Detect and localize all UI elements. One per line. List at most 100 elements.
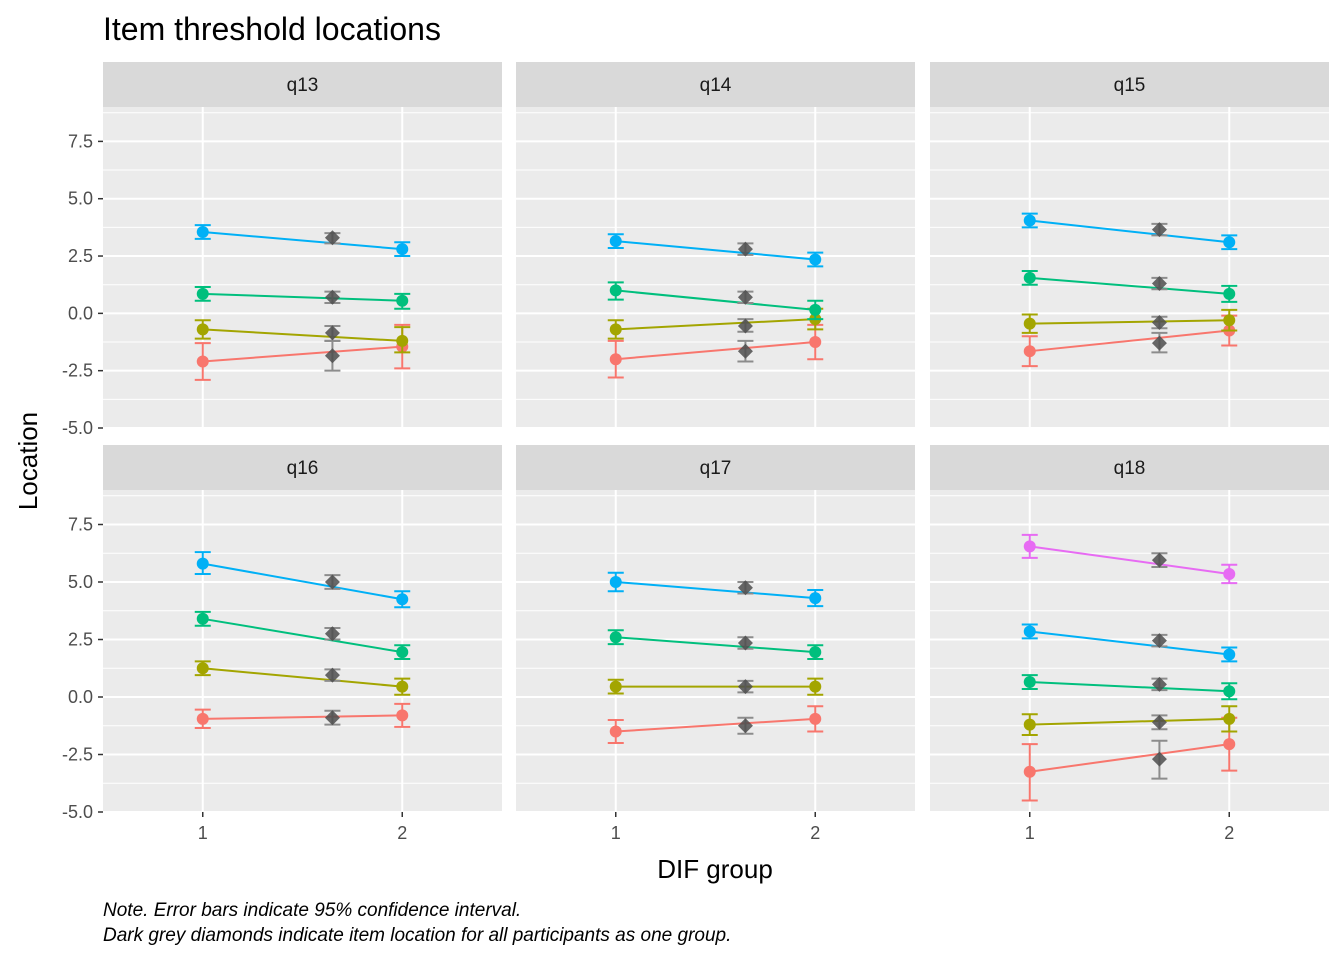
series-line bbox=[202, 292, 403, 302]
y-tick-label: 2.5 bbox=[68, 246, 93, 266]
panels-layer: q13 -5.0 -2.5 0.0 2.5 5.0 7.5 q14 q15 q16 -5.0 -2.5… bbox=[62, 62, 1329, 843]
facet-label: q15 bbox=[1114, 75, 1146, 96]
data-point bbox=[609, 323, 622, 336]
data-point bbox=[1023, 214, 1036, 227]
threshold-series-1 bbox=[607, 323, 824, 379]
overall-diamond bbox=[1151, 633, 1167, 649]
overall-diamond bbox=[324, 710, 340, 726]
series-line bbox=[1029, 630, 1230, 656]
series-line bbox=[202, 328, 403, 342]
threshold-series-5 bbox=[1021, 533, 1238, 585]
overall-diamond bbox=[324, 626, 340, 642]
facet-label: q17 bbox=[700, 458, 732, 479]
y-tick-label: 0.0 bbox=[68, 303, 93, 323]
threshold-series-3 bbox=[194, 610, 411, 661]
threshold-series-4 bbox=[194, 551, 411, 609]
x-tick-label: 1 bbox=[1025, 823, 1035, 843]
data-point bbox=[1023, 625, 1036, 638]
overall-diamond bbox=[324, 574, 340, 590]
data-point bbox=[196, 287, 209, 300]
threshold-series-3 bbox=[1021, 674, 1238, 701]
series-line bbox=[202, 562, 403, 601]
panel-q16: q16 -5.0 -2.5 0.0 2.5 5.0 7.5 1 2 bbox=[62, 445, 502, 843]
panel-q15: q15 bbox=[930, 62, 1329, 429]
series-line bbox=[1029, 743, 1230, 773]
series-line bbox=[1029, 329, 1230, 353]
series-line bbox=[1029, 276, 1230, 295]
threshold-series-3 bbox=[607, 629, 824, 661]
data-point bbox=[609, 725, 622, 738]
panel-q17: q17 1 2 bbox=[516, 445, 915, 843]
panel-q18: q18 1 2 bbox=[930, 445, 1329, 843]
data-point bbox=[396, 593, 409, 606]
y-tick-label: -5.0 bbox=[62, 802, 93, 822]
caption-line-1: Note. Error bars indicate 95% confidence… bbox=[103, 900, 521, 921]
overall-diamond bbox=[1151, 676, 1167, 692]
data-point bbox=[1023, 676, 1036, 689]
data-point bbox=[196, 557, 209, 570]
threshold-series-2 bbox=[194, 319, 411, 354]
series-line bbox=[615, 636, 816, 654]
series-line bbox=[615, 581, 816, 600]
data-point bbox=[196, 225, 209, 238]
y-tick-label: 2.5 bbox=[68, 630, 93, 650]
y-tick-label: 5.0 bbox=[68, 189, 93, 209]
panel-background bbox=[930, 107, 1329, 428]
overall-diamond bbox=[324, 289, 340, 305]
data-point bbox=[1023, 765, 1036, 778]
data-point bbox=[1023, 317, 1036, 330]
data-point bbox=[1223, 685, 1236, 698]
data-point bbox=[1223, 567, 1236, 580]
facet-strip bbox=[930, 445, 1329, 490]
threshold-series-4 bbox=[607, 233, 824, 268]
threshold-series-2 bbox=[607, 677, 824, 696]
data-point bbox=[1223, 712, 1236, 725]
data-point bbox=[609, 631, 622, 644]
threshold-series-2 bbox=[1021, 705, 1238, 736]
overall-diamond bbox=[1151, 335, 1167, 351]
series-line bbox=[202, 617, 403, 654]
data-point bbox=[1023, 718, 1036, 731]
data-point bbox=[1023, 271, 1036, 284]
overall-diamond bbox=[324, 667, 340, 683]
overall-diamond bbox=[737, 289, 753, 305]
series-line bbox=[615, 318, 816, 331]
data-point bbox=[396, 243, 409, 256]
panel-background bbox=[103, 107, 502, 428]
x-tick-label: 1 bbox=[611, 823, 621, 843]
threshold-series-1 bbox=[194, 702, 411, 730]
panel-background bbox=[516, 107, 915, 428]
caption-line-2: Dark grey diamonds indicate item locatio… bbox=[103, 925, 731, 946]
data-point bbox=[809, 303, 822, 316]
series-line bbox=[615, 717, 816, 733]
panel-background bbox=[930, 490, 1329, 812]
panel-background bbox=[516, 490, 915, 812]
data-point bbox=[396, 680, 409, 693]
data-point bbox=[196, 612, 209, 625]
data-point bbox=[809, 336, 822, 349]
data-point bbox=[809, 592, 822, 605]
data-point bbox=[396, 294, 409, 307]
facet-strip bbox=[103, 62, 502, 107]
overall-diamond bbox=[737, 679, 753, 695]
facet-label: q16 bbox=[287, 458, 319, 479]
overall-diamond bbox=[1151, 751, 1167, 767]
overall-diamond bbox=[737, 580, 753, 596]
x-axis-title: DIF group bbox=[657, 854, 773, 884]
overall-diamond bbox=[324, 348, 340, 364]
series-line bbox=[1029, 219, 1230, 244]
data-point bbox=[396, 334, 409, 347]
data-point bbox=[196, 355, 209, 368]
facet-strip bbox=[103, 445, 502, 490]
y-tick-label: 5.0 bbox=[68, 572, 93, 592]
threshold-series-1 bbox=[1021, 716, 1238, 802]
series-line bbox=[1029, 319, 1230, 325]
overall-diamond bbox=[1151, 714, 1167, 730]
y-tick-label: 0.0 bbox=[68, 687, 93, 707]
data-point bbox=[396, 709, 409, 722]
y-tick-label: -2.5 bbox=[62, 745, 93, 765]
x-tick-label: 2 bbox=[1224, 823, 1234, 843]
y-tick-label: -2.5 bbox=[62, 361, 93, 381]
threshold-series-4 bbox=[607, 571, 824, 608]
overall-diamond bbox=[1151, 315, 1167, 331]
